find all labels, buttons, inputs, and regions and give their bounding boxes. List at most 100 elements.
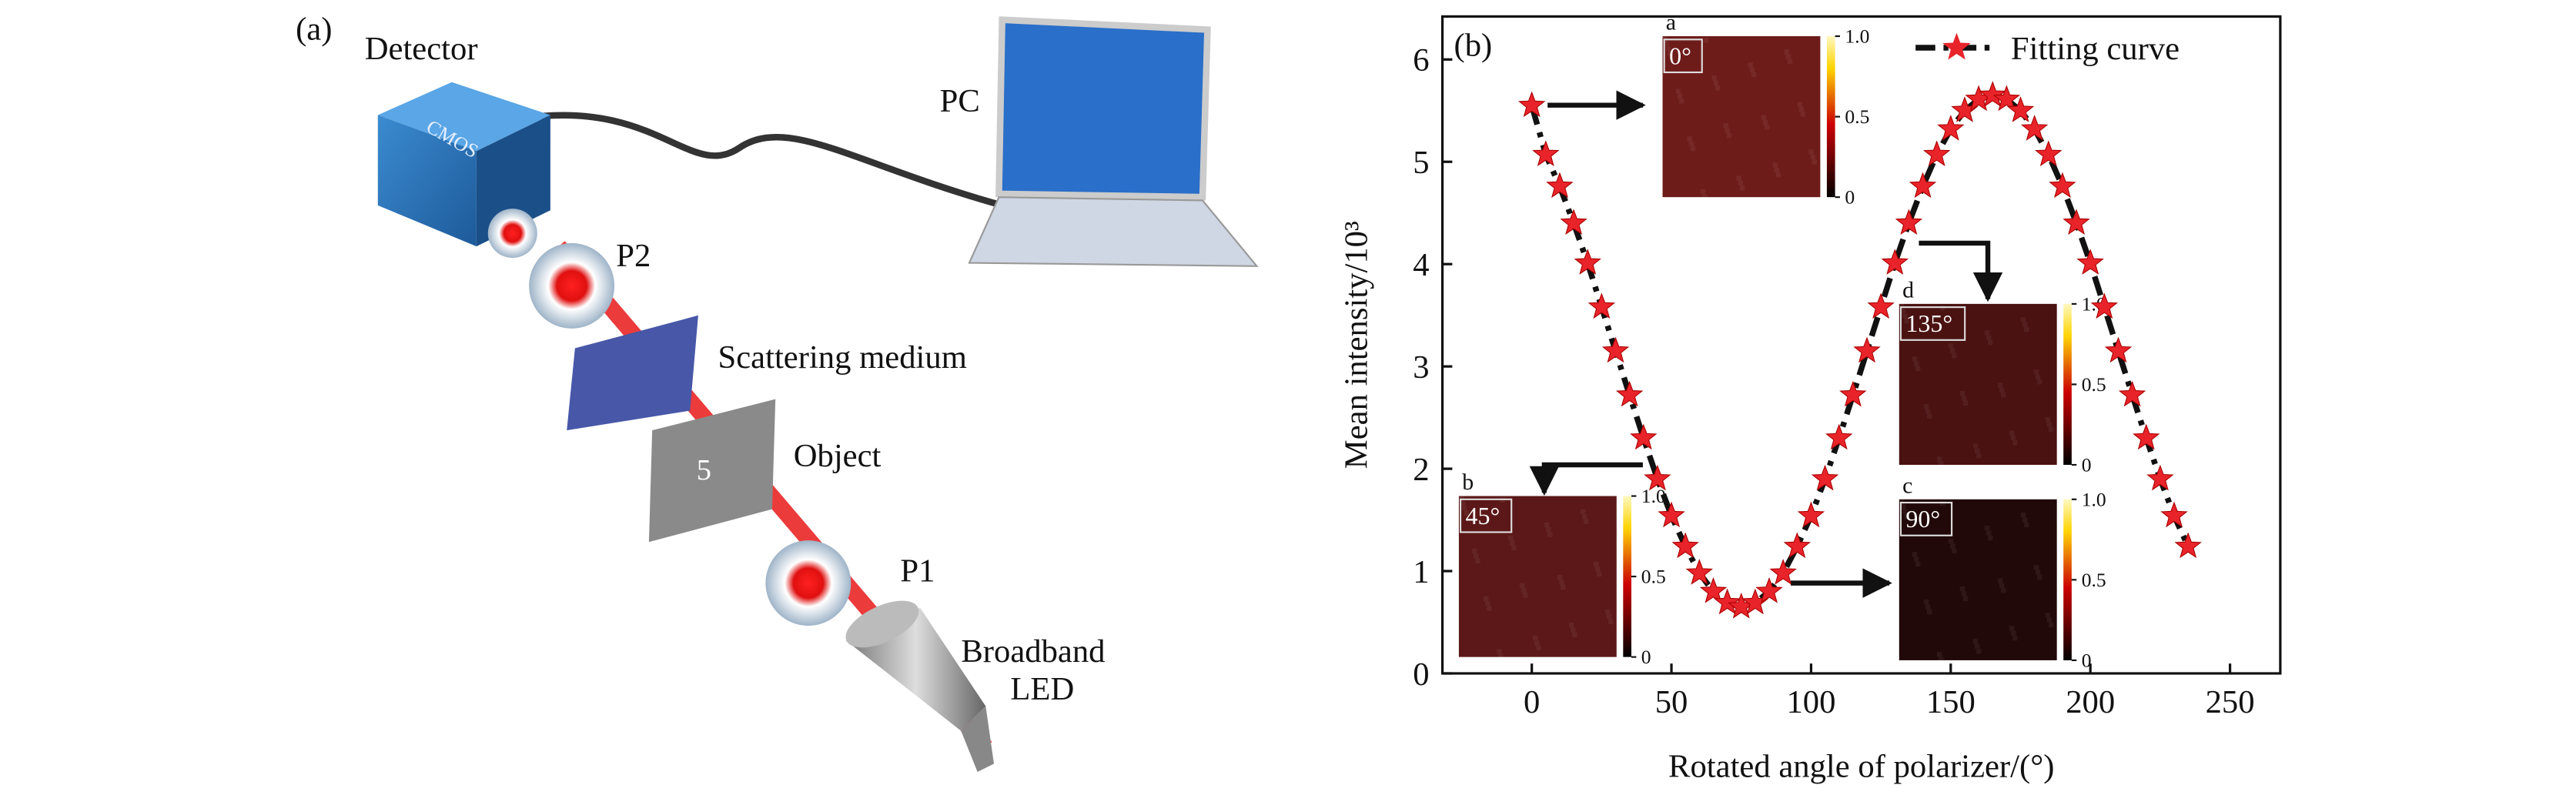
star-marker <box>1839 380 1867 407</box>
star-marker <box>1699 577 1728 603</box>
star-marker <box>2174 532 2202 559</box>
speckle <box>2010 435 2016 440</box>
speckle <box>1984 330 1990 336</box>
y-tick-label: 5 <box>1413 145 1429 181</box>
colorbar-tick-label: 0.5 <box>1845 105 1869 128</box>
speckle <box>2049 426 2054 433</box>
speckle <box>1475 558 1480 564</box>
speckle <box>1940 500 1945 506</box>
speckle <box>1900 504 1906 509</box>
plot-frame <box>1440 15 2282 675</box>
speckle <box>2009 430 2015 436</box>
cable <box>521 112 1003 209</box>
inset-angle-box <box>1899 306 1966 341</box>
speckle <box>1986 530 1992 536</box>
speckle <box>1713 80 1719 86</box>
inset-image <box>1899 303 2057 465</box>
star-marker <box>2133 423 2160 450</box>
detector-lens <box>487 209 537 259</box>
speckle <box>1986 335 1992 340</box>
speckle <box>1595 566 1601 572</box>
speckle <box>2022 322 2028 327</box>
speckle <box>1544 522 1550 528</box>
speckle <box>1580 509 1586 515</box>
speckle <box>1774 167 1780 173</box>
speckle <box>1462 506 1467 511</box>
star-marker <box>2076 249 2104 275</box>
star-marker <box>1895 209 1923 235</box>
star-marker <box>1532 140 1560 166</box>
x-tick-label: 150 <box>1926 684 1975 720</box>
speckle <box>1519 583 1525 589</box>
x-tick-label: 0 <box>1524 684 1540 720</box>
speckle <box>1584 519 1589 524</box>
star-marker <box>2090 292 2119 319</box>
legend-label: Fitting curve <box>2011 31 2180 67</box>
star-marker <box>1867 292 1895 319</box>
colorbar-tick-label: 0 <box>2082 454 2092 476</box>
speckle <box>1581 514 1587 519</box>
speckle <box>1772 162 1778 168</box>
speckle <box>1936 456 1942 462</box>
speckle <box>1939 461 1944 467</box>
speckle <box>1711 75 1717 81</box>
label: Scattering medium <box>718 339 967 376</box>
speckle <box>1474 553 1479 559</box>
speckle <box>1726 132 1732 139</box>
inset-image <box>1899 499 2057 660</box>
speckle <box>1523 593 1528 598</box>
inset-image <box>1662 36 1821 198</box>
speckle <box>2046 422 2052 427</box>
colorbar <box>1826 36 1835 198</box>
inset-letter: b <box>1462 469 1474 495</box>
speckle <box>2035 374 2041 380</box>
speckle <box>2045 417 2051 423</box>
star-marker <box>1992 85 2021 112</box>
star-marker <box>1713 588 1741 615</box>
speckle <box>2037 574 2042 580</box>
speckle <box>1751 72 1757 78</box>
speckle <box>1912 356 1918 362</box>
arrows <box>1529 90 2003 598</box>
inset: b45°00.51.0 <box>1458 469 1666 668</box>
speckle <box>1974 448 1980 454</box>
speckle <box>1725 128 1731 133</box>
speckle <box>1736 175 1741 181</box>
inset: c 90° 0 0.5 1.0 <box>1899 473 2106 671</box>
colorbar <box>2063 499 2072 660</box>
speckle <box>2001 588 2006 593</box>
colorbar <box>1623 496 1631 657</box>
colorbar-tick-label: 1.0 <box>1845 25 1869 48</box>
star-marker <box>1560 209 1587 235</box>
legend-marker <box>1942 32 1971 60</box>
laptop-keyboard <box>968 196 1259 267</box>
speckle <box>2012 635 2018 641</box>
speckle <box>2022 517 2028 523</box>
arrow <box>1529 462 1643 496</box>
speckle <box>2049 622 2054 628</box>
speckle <box>1925 409 1931 414</box>
speckle <box>2033 565 2039 570</box>
inset-angle: 135° <box>1905 309 1952 337</box>
speckle <box>1997 382 2003 388</box>
label: P2 <box>616 238 651 274</box>
speckle <box>1936 652 1942 657</box>
speckle <box>1690 146 1696 152</box>
speckle <box>1534 640 1540 646</box>
speckle <box>1761 115 1766 120</box>
speckle <box>1571 627 1576 633</box>
speckle <box>1536 645 1541 651</box>
star-marker <box>2006 96 2035 122</box>
speckle <box>2009 626 2015 631</box>
speckle <box>1487 606 1492 611</box>
panel-label: (a) <box>296 11 332 47</box>
speckle <box>2024 326 2029 332</box>
speckle <box>1999 583 2005 589</box>
star-marker <box>1574 249 1601 275</box>
speckle <box>1976 453 1982 459</box>
speckle <box>1700 189 1706 194</box>
y-tick-label: 3 <box>1413 349 1429 386</box>
speckle <box>1798 106 1805 112</box>
label: Detector <box>365 31 478 67</box>
